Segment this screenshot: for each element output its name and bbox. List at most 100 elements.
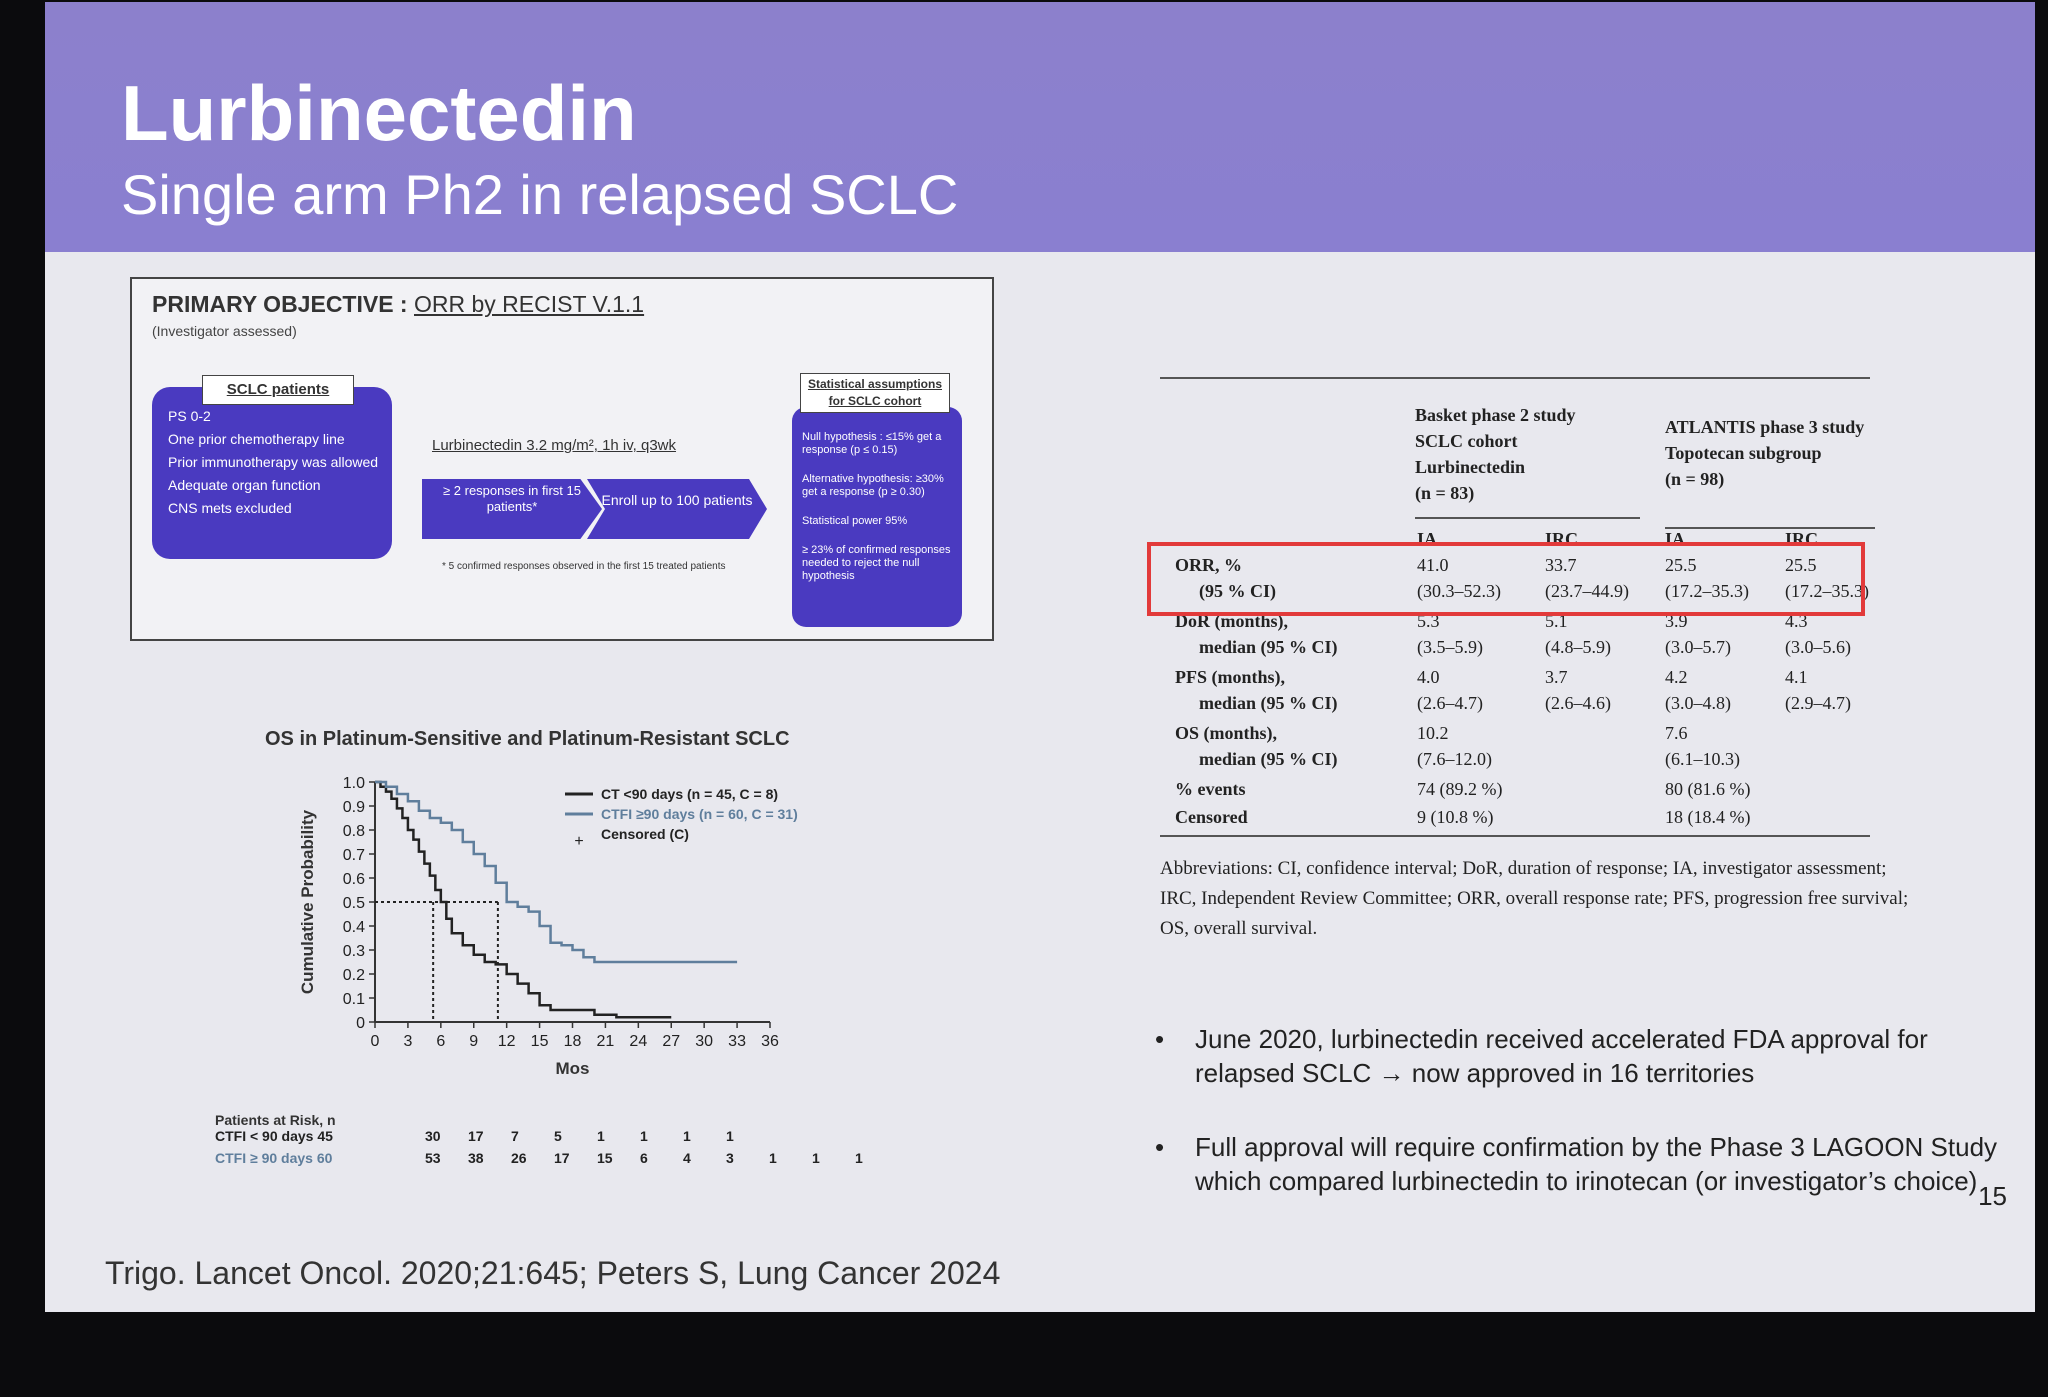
table-value: 3.7: [1545, 667, 1568, 687]
table-top-rule: [1160, 377, 1870, 379]
table-ci-value: (17.2–35.3): [1785, 581, 1869, 601]
row-label: % events: [1175, 779, 1246, 799]
row-sublabel: median (95 % CI): [1199, 749, 1338, 769]
col-group-header: Lurbinectedin: [1415, 457, 1526, 477]
table-ci-value: (2.6–4.7): [1417, 693, 1483, 713]
stats-list: Null hypothesis : ≤15% get a response (p…: [802, 431, 952, 583]
risk-value: 4: [683, 1150, 691, 1166]
risk-value: 1: [812, 1150, 820, 1166]
patient-criterion: Adequate organ function: [168, 477, 321, 493]
col-group-header: ATLANTIS phase 3 study: [1665, 417, 1865, 437]
row-label: OS (months),: [1175, 723, 1278, 743]
table-ci-value: (3.0–5.6): [1785, 637, 1851, 657]
slide-title: Lurbinectedin: [121, 69, 637, 157]
table-value: 33.7: [1545, 555, 1577, 575]
x-tick-label: 15: [531, 1033, 549, 1050]
y-tick-label: 0.7: [343, 847, 365, 864]
bullet-list: • June 2020, lurbinectedin received accel…: [1155, 1022, 2015, 1238]
table-value: 18 (18.4 %): [1665, 807, 1751, 827]
table-ci-value: (3.0–5.7): [1665, 637, 1731, 657]
y-axis-label: Cumulative Probability: [298, 809, 317, 994]
bullet-item: • Full approval will require confirmation…: [1155, 1130, 2015, 1198]
stats-box: Null hypothesis : ≤15% get a response (p…: [792, 407, 962, 627]
table-ci-value: (17.2–35.3): [1665, 581, 1749, 601]
x-tick-label: 24: [629, 1033, 647, 1050]
bullet-item: • June 2020, lurbinectedin received accel…: [1155, 1022, 2015, 1090]
risk-value: 3: [726, 1150, 734, 1166]
stat-assumption: Null hypothesis : ≤15% get a response (p…: [802, 431, 942, 456]
table-value: 25.5: [1785, 555, 1817, 575]
page-number: 15: [1978, 1181, 2007, 1211]
col-group-rule: [1415, 517, 1640, 519]
table-ci-value: (2.9–4.7): [1785, 693, 1851, 713]
y-tick-label: 0.3: [343, 943, 365, 960]
table-bottom-rule: [1160, 835, 1870, 837]
step-1-text: ≥ 2 responses in first 15 patients*: [443, 483, 581, 514]
abbreviations-text: Abbreviations: CI, confidence interval; …: [1160, 858, 1909, 939]
risk-row: CTFI ≥ 90 days 60 53 38 26 17 15 6 4 3 1 1 1: [215, 1150, 863, 1172]
x-tick-label: 12: [498, 1033, 516, 1050]
bullet-dot-icon: •: [1155, 1024, 1165, 1054]
table-value: 7.6: [1665, 723, 1688, 743]
y-tick-label: 0.1: [343, 991, 365, 1008]
slide-subtitle: Single arm Ph2 in relapsed SCLC: [121, 163, 959, 226]
row-sublabel: (95 % CI): [1199, 581, 1276, 601]
risk-value: 1: [597, 1128, 605, 1144]
y-tick-label: 1.0: [343, 775, 365, 792]
slide-header: [45, 2, 2035, 252]
table-ci-value: (7.6–12.0): [1417, 749, 1492, 769]
col-group-header: (n = 98): [1665, 469, 1725, 489]
results-table: Basket phase 2 study SCLC cohort Lurbinect…: [1145, 377, 1905, 857]
risk-value: 30: [425, 1128, 441, 1144]
risk-title: Patients at Risk, n: [215, 1112, 336, 1128]
step-arrow-2: Enroll up to 100 patients: [587, 479, 767, 539]
table-value: 4.1: [1785, 667, 1808, 687]
table-ci-value: (4.8–5.9): [1545, 637, 1611, 657]
table-value: 5.1: [1545, 611, 1568, 631]
km-chart-title: OS in Platinum-Sensitive and Platinum-Re…: [265, 728, 790, 750]
risk-value: 15: [597, 1150, 613, 1166]
x-tick-label: 33: [728, 1033, 746, 1050]
patient-criterion: PS 0-2: [168, 408, 211, 424]
legend-entry: CT <90 days (n = 45, C = 8): [601, 786, 778, 802]
y-tick-label: 0.2: [343, 967, 365, 984]
dose-label: Lurbinectedin 3.2 mg/m², 1h iv, q3wk: [432, 437, 677, 454]
y-tick-label: 0.8: [343, 823, 365, 840]
table-ci-value: (3.0–4.8): [1665, 693, 1731, 713]
row-sublabel: median (95 % CI): [1199, 637, 1338, 657]
risk-value: 26: [511, 1150, 527, 1166]
x-tick-label: 9: [469, 1033, 478, 1050]
table-value: 80 (81.6 %): [1665, 779, 1751, 799]
x-tick-label: 18: [564, 1033, 582, 1050]
col-group-header: Basket phase 2 study: [1415, 405, 1576, 425]
x-axis-label: Mos: [556, 1059, 590, 1078]
risk-value: 17: [468, 1128, 484, 1144]
row-label: ORR, %: [1175, 555, 1242, 575]
risk-value: 7: [511, 1128, 519, 1144]
table-value: 4.3: [1785, 611, 1808, 631]
x-tick-label: 3: [403, 1033, 412, 1050]
risk-value: 1: [640, 1128, 648, 1144]
stat-assumption: Alternative hypothesis: ≥30% get a respo…: [802, 473, 944, 498]
risk-value: 53: [425, 1150, 441, 1166]
patient-criterion: Prior immunotherapy was allowed: [168, 454, 379, 470]
table-ci-value: (6.1–10.3): [1665, 749, 1740, 769]
ct-survival-curve: [375, 780, 672, 1019]
risk-row: CTFI < 90 days 45 30 17 7 5 1 1 1 1: [215, 1128, 734, 1150]
stats-title: Statistical assumptions for SCLC cohort: [800, 373, 950, 413]
patients-box: PS 0-2 One prior chemotherapy line Prior i…: [152, 387, 392, 559]
table-ci-value: (2.6–4.6): [1545, 693, 1611, 713]
patients-list: PS 0-2 One prior chemotherapy line Prior i…: [168, 406, 392, 518]
stat-assumption: Statistical power 95%: [802, 515, 908, 527]
y-tick-label: 0.9: [343, 799, 365, 816]
y-tick-label: 0.4: [343, 919, 365, 936]
table-value: 25.5: [1665, 555, 1697, 575]
study-design-panel: PRIMARY OBJECTIVE : ORR by RECIST V.1.1 …: [130, 277, 994, 641]
bullet-dot-icon: •: [1155, 1132, 1165, 1162]
table-ci-value: (23.7–44.9): [1545, 581, 1629, 601]
table-value: 4.0: [1417, 667, 1440, 687]
patients-title: SCLC patients: [202, 375, 354, 405]
bullet-text: Full approval will require confirmation …: [1195, 1132, 1998, 1196]
col-group-rule: [1665, 527, 1875, 529]
patient-criterion: CNS mets excluded: [168, 500, 292, 516]
